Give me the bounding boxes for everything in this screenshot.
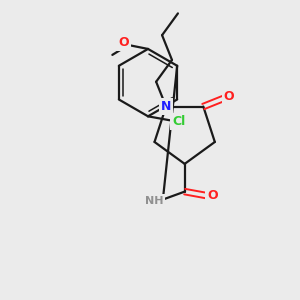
Text: NH: NH bbox=[145, 196, 163, 206]
Text: Cl: Cl bbox=[172, 115, 185, 128]
Text: N: N bbox=[161, 100, 171, 113]
Text: O: O bbox=[207, 189, 218, 202]
Text: O: O bbox=[224, 90, 234, 103]
Text: O: O bbox=[118, 35, 129, 49]
